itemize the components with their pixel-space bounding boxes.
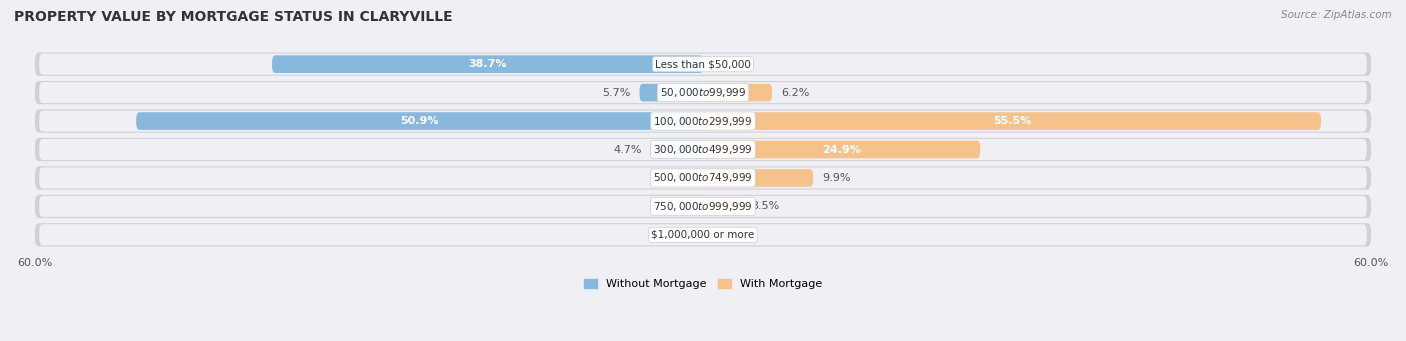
Text: 0.0%: 0.0% xyxy=(666,173,695,183)
FancyBboxPatch shape xyxy=(35,166,1371,190)
Text: 6.2%: 6.2% xyxy=(780,88,810,98)
Text: 0.0%: 0.0% xyxy=(711,230,740,240)
FancyBboxPatch shape xyxy=(35,138,1371,161)
FancyBboxPatch shape xyxy=(39,54,1367,75)
FancyBboxPatch shape xyxy=(703,84,772,101)
Text: 5.7%: 5.7% xyxy=(602,88,631,98)
FancyBboxPatch shape xyxy=(35,53,1371,76)
FancyBboxPatch shape xyxy=(703,169,813,187)
Text: 24.9%: 24.9% xyxy=(823,145,860,154)
FancyBboxPatch shape xyxy=(35,195,1371,218)
Text: $750,000 to $999,999: $750,000 to $999,999 xyxy=(654,200,752,213)
FancyBboxPatch shape xyxy=(39,139,1367,160)
FancyBboxPatch shape xyxy=(39,82,1367,103)
Text: 9.9%: 9.9% xyxy=(823,173,851,183)
FancyBboxPatch shape xyxy=(39,167,1367,189)
FancyBboxPatch shape xyxy=(35,81,1371,104)
Text: $100,000 to $299,999: $100,000 to $299,999 xyxy=(654,115,752,128)
Legend: Without Mortgage, With Mortgage: Without Mortgage, With Mortgage xyxy=(579,274,827,294)
Text: $50,000 to $99,999: $50,000 to $99,999 xyxy=(659,86,747,99)
Text: $500,000 to $749,999: $500,000 to $749,999 xyxy=(654,172,752,184)
Text: PROPERTY VALUE BY MORTGAGE STATUS IN CLARYVILLE: PROPERTY VALUE BY MORTGAGE STATUS IN CLA… xyxy=(14,10,453,24)
FancyBboxPatch shape xyxy=(39,196,1367,217)
Text: 4.7%: 4.7% xyxy=(613,145,641,154)
Text: $1,000,000 or more: $1,000,000 or more xyxy=(651,230,755,240)
FancyBboxPatch shape xyxy=(136,112,703,130)
Text: 0.0%: 0.0% xyxy=(711,59,740,69)
FancyBboxPatch shape xyxy=(640,84,703,101)
FancyBboxPatch shape xyxy=(35,223,1371,247)
Text: Source: ZipAtlas.com: Source: ZipAtlas.com xyxy=(1281,10,1392,20)
FancyBboxPatch shape xyxy=(651,141,703,158)
FancyBboxPatch shape xyxy=(35,109,1371,133)
Text: 55.5%: 55.5% xyxy=(993,116,1031,126)
Text: 38.7%: 38.7% xyxy=(468,59,506,69)
Text: $300,000 to $499,999: $300,000 to $499,999 xyxy=(654,143,752,156)
FancyBboxPatch shape xyxy=(703,112,1322,130)
FancyBboxPatch shape xyxy=(39,110,1367,132)
FancyBboxPatch shape xyxy=(39,224,1367,246)
Text: 50.9%: 50.9% xyxy=(401,116,439,126)
Text: 0.0%: 0.0% xyxy=(666,202,695,211)
FancyBboxPatch shape xyxy=(703,197,742,215)
FancyBboxPatch shape xyxy=(703,141,980,158)
Text: 0.0%: 0.0% xyxy=(666,230,695,240)
Text: Less than $50,000: Less than $50,000 xyxy=(655,59,751,69)
Text: 3.5%: 3.5% xyxy=(751,202,779,211)
FancyBboxPatch shape xyxy=(271,55,703,73)
